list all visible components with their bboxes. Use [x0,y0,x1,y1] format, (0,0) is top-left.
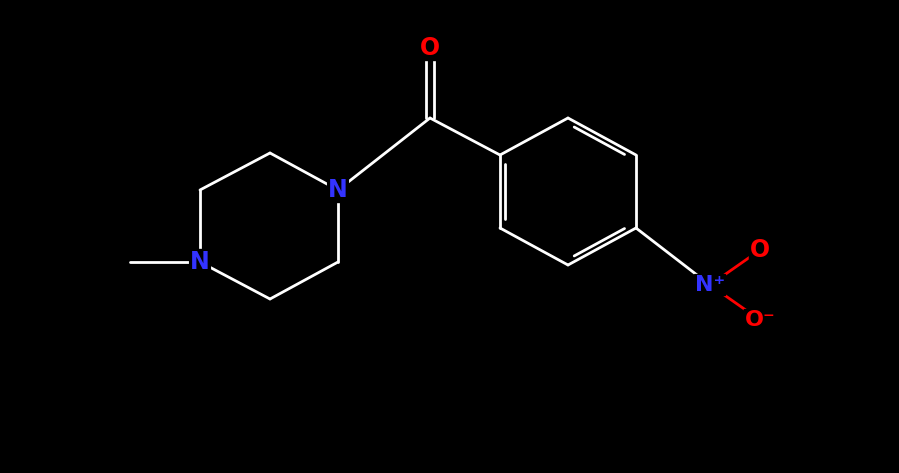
Text: N: N [328,178,348,202]
Text: N⁺: N⁺ [695,275,725,295]
Text: N: N [190,250,209,274]
Text: O: O [750,238,770,262]
Text: O⁻: O⁻ [744,310,775,330]
Text: O: O [420,36,441,60]
